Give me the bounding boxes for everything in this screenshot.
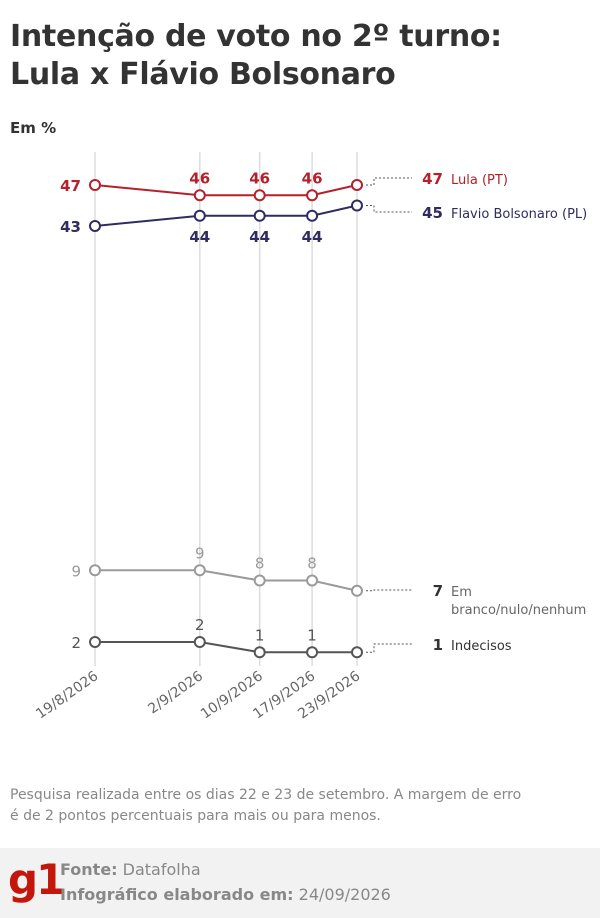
line-chart: 47 46 46 46 47 Lula (PT) 43 44 44 44 45 Flavio Bols… <box>33 152 587 722</box>
series-2-label-3: 8 <box>307 555 317 573</box>
series-3-label-3: 1 <box>307 626 317 644</box>
title-line-1: Intenção de voto no 2º turno: <box>10 19 502 54</box>
legend-connector-3 <box>366 643 412 653</box>
series-0-label-3: 46 <box>302 169 323 187</box>
series-1-label-2: 44 <box>249 228 270 246</box>
series-2-point-2 <box>253 574 266 587</box>
legend-name-1: Flavio Bolsonaro (PL) <box>451 207 587 222</box>
methodology-note: Pesquisa realizada entre os dias 22 e 23… <box>10 787 522 824</box>
series-1-label-1: 44 <box>189 228 210 246</box>
legend-name-3: Indecisos <box>451 639 512 654</box>
series-3-label-0: 2 <box>71 634 81 652</box>
series-3-label-1: 2 <box>195 616 205 634</box>
series-1-label-3: 44 <box>302 228 323 246</box>
date-value: 24/09/2026 <box>298 885 391 904</box>
series-3-point-0 <box>89 636 101 648</box>
date-label: Infográfico elaborado em: <box>60 885 294 904</box>
series-0-point-1 <box>193 189 206 202</box>
series-0-point-0 <box>89 179 101 191</box>
series-2-label-2: 8 <box>255 555 265 573</box>
source-line: Fonte: Datafolha <box>60 860 201 879</box>
series-2-point-4 <box>351 584 363 597</box>
series-3-point-1 <box>193 636 206 648</box>
series-2-label-0: 9 <box>71 562 81 580</box>
x-tick-label-0: 19/8/2026 <box>33 668 101 722</box>
unit-label: Em % <box>10 119 57 137</box>
series-3-point-4 <box>351 646 363 659</box>
x-tick-label-1: 2/9/2026 <box>145 668 206 717</box>
g1-logo: g1 <box>8 855 65 904</box>
legend-value-2: 7 <box>433 582 443 600</box>
date-line: Infográfico elaborado em: 24/09/2026 <box>60 885 391 904</box>
legend-connector-1 <box>366 205 412 213</box>
legend-name-2-line1: Em <box>451 585 472 600</box>
series-0-point-3 <box>306 189 319 202</box>
legend-name-2-line2: branco/nulo/nenhum <box>451 603 586 618</box>
series-1-point-2 <box>253 209 266 222</box>
series-3-point-2 <box>253 646 266 659</box>
series-2-point-1 <box>193 564 206 577</box>
legend-connector-0 <box>366 177 412 186</box>
series-1-point-1 <box>193 209 206 222</box>
series-0-point-4 <box>351 179 363 191</box>
chart-title: Intenção de voto no 2º turno: Lula x Flá… <box>10 18 590 94</box>
series-1-point-3 <box>306 209 319 222</box>
series-1-label-0: 43 <box>60 218 81 236</box>
series-3-label-2: 1 <box>255 626 265 644</box>
series-2-point-3 <box>306 574 319 587</box>
series-1-point-0 <box>89 220 101 232</box>
series-0-label-1: 46 <box>189 169 210 187</box>
legend-value-1: 45 <box>422 204 443 222</box>
series-3-point-3 <box>306 646 319 659</box>
source-label: Fonte: <box>60 860 118 879</box>
footer: g1 Fonte: Datafolha Infográfico elaborad… <box>0 848 600 918</box>
source-value: Datafolha <box>122 860 201 879</box>
series-0-label-0: 47 <box>60 177 81 195</box>
title-line-2: Lula x Flávio Bolsonaro <box>10 57 396 92</box>
series-0-point-2 <box>253 189 266 202</box>
series-2-point-0 <box>89 564 101 577</box>
series-2-label-1: 9 <box>195 544 205 562</box>
legend-connector-2 <box>366 589 412 592</box>
legend-name-0: Lula (PT) <box>451 173 508 188</box>
legend-value-3: 1 <box>433 636 443 654</box>
legend-value-0: 47 <box>422 170 443 188</box>
series-1-point-4 <box>351 199 363 212</box>
series-0-label-2: 46 <box>249 169 270 187</box>
